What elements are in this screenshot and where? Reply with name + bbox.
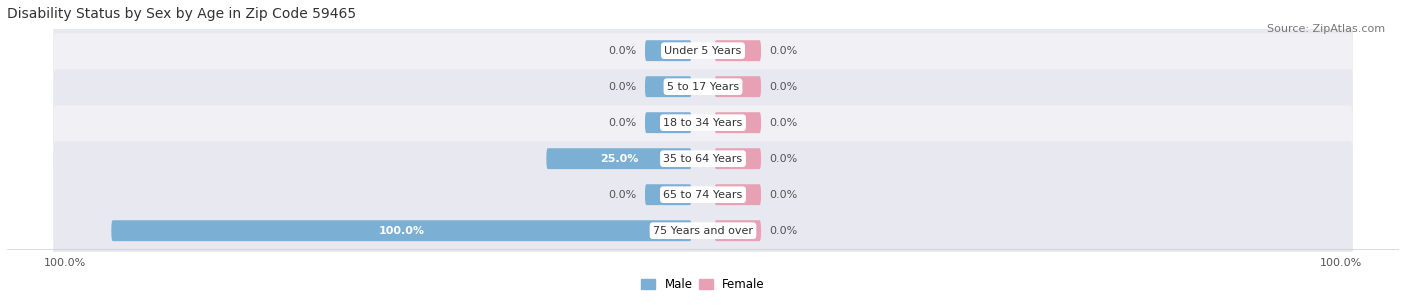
Text: 0.0%: 0.0% <box>769 118 799 128</box>
FancyBboxPatch shape <box>714 220 761 241</box>
FancyBboxPatch shape <box>714 184 761 205</box>
Text: 0.0%: 0.0% <box>769 154 799 164</box>
FancyBboxPatch shape <box>53 0 1353 176</box>
FancyBboxPatch shape <box>714 112 761 133</box>
Text: 0.0%: 0.0% <box>769 226 799 236</box>
Text: 0.0%: 0.0% <box>607 118 637 128</box>
Text: Under 5 Years: Under 5 Years <box>665 46 741 56</box>
FancyBboxPatch shape <box>645 76 692 97</box>
FancyBboxPatch shape <box>645 112 692 133</box>
Text: 5 to 17 Years: 5 to 17 Years <box>666 82 740 92</box>
Text: 0.0%: 0.0% <box>769 46 799 56</box>
Text: 65 to 74 Years: 65 to 74 Years <box>664 190 742 200</box>
FancyBboxPatch shape <box>53 33 1353 212</box>
Text: 0.0%: 0.0% <box>607 82 637 92</box>
FancyBboxPatch shape <box>714 76 761 97</box>
FancyBboxPatch shape <box>547 148 692 169</box>
Text: 0.0%: 0.0% <box>769 82 799 92</box>
Legend: Male, Female: Male, Female <box>637 273 769 296</box>
FancyBboxPatch shape <box>53 69 1353 248</box>
Text: 0.0%: 0.0% <box>769 190 799 200</box>
FancyBboxPatch shape <box>714 148 761 169</box>
FancyBboxPatch shape <box>53 142 1353 305</box>
FancyBboxPatch shape <box>645 184 692 205</box>
Text: Source: ZipAtlas.com: Source: ZipAtlas.com <box>1267 24 1385 34</box>
Text: 35 to 64 Years: 35 to 64 Years <box>664 154 742 164</box>
FancyBboxPatch shape <box>53 106 1353 284</box>
Text: 100.0%: 100.0% <box>378 226 425 236</box>
Text: 18 to 34 Years: 18 to 34 Years <box>664 118 742 128</box>
FancyBboxPatch shape <box>111 220 692 241</box>
Text: 0.0%: 0.0% <box>607 190 637 200</box>
Text: Disability Status by Sex by Age in Zip Code 59465: Disability Status by Sex by Age in Zip C… <box>7 7 356 21</box>
Text: 75 Years and over: 75 Years and over <box>652 226 754 236</box>
FancyBboxPatch shape <box>714 40 761 61</box>
FancyBboxPatch shape <box>53 0 1353 140</box>
Text: 25.0%: 25.0% <box>600 154 638 164</box>
FancyBboxPatch shape <box>645 40 692 61</box>
Text: 0.0%: 0.0% <box>607 46 637 56</box>
